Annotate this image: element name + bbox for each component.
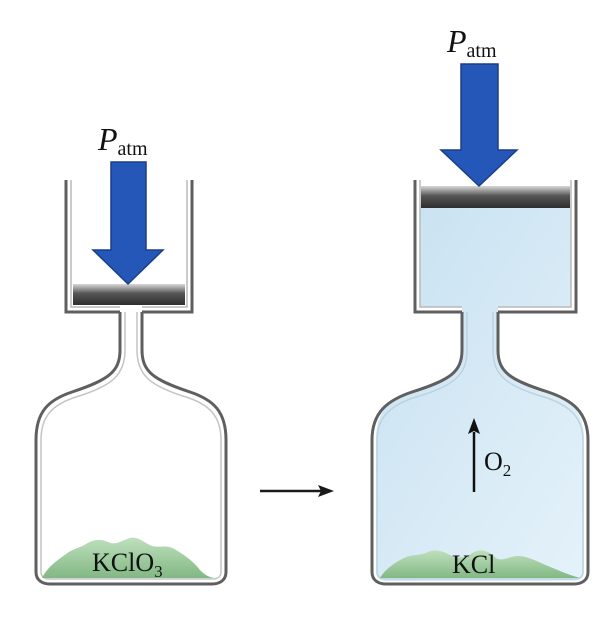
kclo3-label-subscript: 3 [154, 562, 163, 581]
patm-symbol: P [97, 121, 118, 157]
patm-subscript: atm [467, 40, 497, 62]
apparatus-before: Patm KClO3 [34, 121, 228, 586]
patm-symbol: P [446, 23, 467, 59]
patm-label-before: Patm [97, 121, 148, 160]
cylinder-after [413, 180, 578, 314]
o2-flow-arrow [468, 418, 480, 492]
piston-before [73, 284, 185, 305]
cylinder-before [64, 180, 194, 314]
patm-subscript: atm [118, 138, 148, 160]
flask-before [34, 312, 228, 586]
solid-kcl [380, 550, 580, 578]
kcl-label: KCl [452, 550, 495, 579]
flask-after [370, 312, 590, 586]
o2-label-main: O [484, 447, 503, 476]
solid-kclo3 [42, 537, 214, 578]
pressure-arrow-before [91, 161, 165, 286]
patm-label-after: Patm [446, 23, 497, 62]
apparatus-after: O2 Patm KCl [370, 23, 590, 586]
pressure-arrow-after [439, 63, 519, 188]
o2-label-subscript: 2 [503, 461, 512, 480]
piston-after [421, 186, 570, 208]
o2-label: O2 [484, 447, 511, 480]
gas-o2-fill [376, 205, 584, 581]
kclo3-label: KClO3 [92, 548, 163, 581]
kclo3-label-main: KClO [92, 548, 154, 577]
reaction-arrow [260, 485, 334, 497]
